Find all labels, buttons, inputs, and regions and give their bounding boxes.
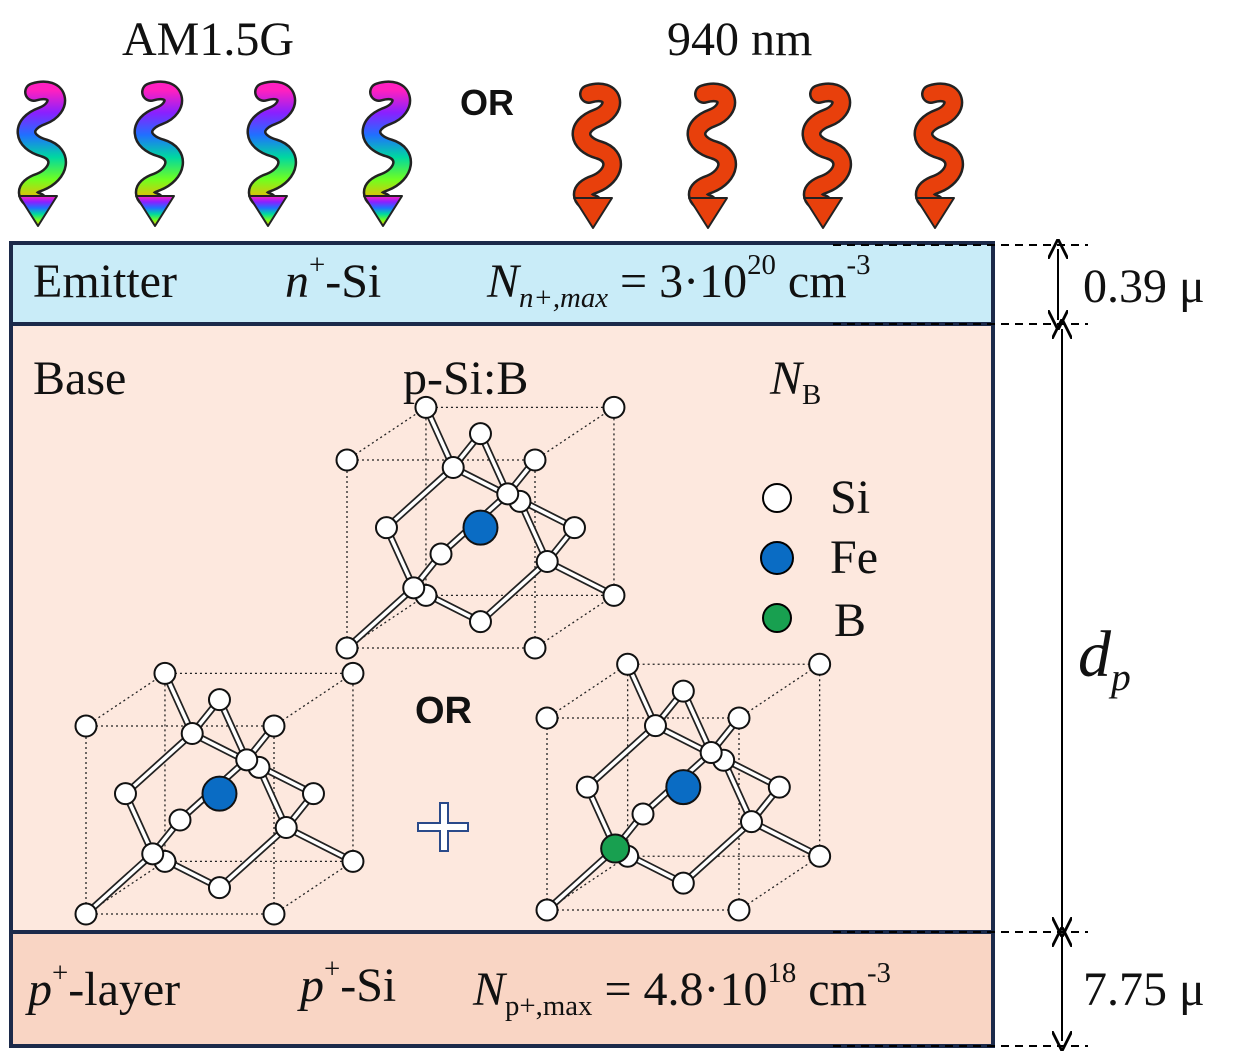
emitter-layer bbox=[9, 241, 995, 326]
base-name: Base bbox=[33, 352, 127, 405]
base-material: p-Si:B bbox=[403, 352, 529, 405]
si-atom bbox=[374, 516, 398, 540]
si-atom bbox=[575, 775, 599, 799]
rainbow-arrow-icon bbox=[361, 80, 412, 227]
si-atom bbox=[301, 782, 325, 806]
si-atom bbox=[602, 583, 626, 607]
fe-atom bbox=[665, 769, 702, 806]
si-atom bbox=[739, 810, 763, 834]
si-atom bbox=[523, 636, 547, 660]
si-atom bbox=[441, 456, 465, 480]
si-atom bbox=[207, 688, 231, 712]
fe-atom bbox=[462, 509, 499, 546]
si-atom bbox=[402, 576, 426, 600]
si-atom bbox=[113, 782, 137, 806]
si-atom bbox=[808, 652, 832, 676]
b-atom bbox=[600, 833, 631, 864]
lattice-fe-interstitial bbox=[335, 395, 626, 660]
emitter-concentration: Nn+,max = 3·1020 cm-3 bbox=[487, 248, 871, 315]
si-atom bbox=[207, 876, 231, 900]
legend-si-label: Si bbox=[830, 471, 871, 524]
player-name: p+-layer bbox=[28, 956, 181, 1016]
si-atom bbox=[153, 661, 177, 685]
si-atom bbox=[74, 902, 98, 926]
si-atom bbox=[262, 714, 286, 738]
si-atom bbox=[671, 871, 695, 895]
si-atom bbox=[602, 395, 626, 419]
si-atom bbox=[414, 395, 438, 419]
rainbow-arrow-icon bbox=[16, 80, 67, 227]
si-atom bbox=[341, 661, 365, 685]
rainbow-arrow-icon bbox=[246, 80, 297, 227]
si-atom bbox=[235, 748, 259, 772]
si-atom bbox=[616, 652, 640, 676]
si-atom bbox=[535, 706, 559, 730]
emitter-material: n+-Si bbox=[285, 248, 382, 308]
si-atom bbox=[335, 636, 359, 660]
si-atom bbox=[727, 706, 751, 730]
si-atom bbox=[671, 679, 695, 703]
red-arrow-icon bbox=[913, 82, 964, 229]
dimension-guides bbox=[833, 244, 1088, 1047]
lattice-or-label: OR bbox=[415, 690, 472, 732]
legend-b-label: B bbox=[834, 594, 867, 647]
fe-atom bbox=[201, 775, 238, 812]
si-atom bbox=[335, 448, 359, 472]
si-atom bbox=[535, 550, 559, 574]
si-atom bbox=[767, 775, 791, 799]
player-material: p+-Si bbox=[300, 952, 397, 1012]
si-atom bbox=[468, 422, 492, 446]
si-atom bbox=[141, 842, 165, 866]
red-arrow-icon bbox=[801, 82, 852, 229]
legend-fe-marker bbox=[760, 541, 794, 575]
si-atom bbox=[168, 808, 192, 832]
si-atom bbox=[262, 902, 286, 926]
si-atom bbox=[808, 844, 832, 868]
player-thickness: 7.75 μ bbox=[1083, 963, 1205, 1016]
nir-arrows bbox=[571, 82, 964, 229]
red-arrow-icon bbox=[571, 82, 622, 229]
base-thickness-label: dp bbox=[1078, 618, 1131, 699]
si-atom bbox=[496, 482, 520, 506]
legend-b-marker bbox=[762, 603, 792, 633]
si-atom bbox=[429, 542, 453, 566]
si-atom bbox=[274, 816, 298, 840]
rainbow-arrow-icon bbox=[133, 80, 184, 227]
am15g-arrows bbox=[16, 80, 412, 227]
si-atom bbox=[727, 898, 751, 922]
player-concentration: Np+,max = 4.8·1018 cm-3 bbox=[473, 956, 891, 1023]
si-atom bbox=[643, 714, 667, 738]
emitter-thickness: 0.39 μ bbox=[1083, 260, 1205, 313]
si-atom bbox=[468, 610, 492, 634]
lattice-fe-b-pair bbox=[535, 652, 832, 922]
si-atom bbox=[535, 898, 559, 922]
si-atom bbox=[341, 849, 365, 873]
emitter-name: Emitter bbox=[33, 255, 177, 308]
am15g-label: AM1.5G bbox=[122, 13, 295, 66]
si-atom bbox=[523, 448, 547, 472]
si-atom bbox=[74, 714, 98, 738]
base-concentration: NB bbox=[770, 352, 822, 412]
legend-si-marker bbox=[762, 483, 792, 513]
player-layer bbox=[9, 930, 995, 1048]
plus-icon bbox=[417, 802, 469, 852]
wavelength-label: 940 nm bbox=[667, 13, 813, 66]
red-arrow-icon bbox=[686, 82, 737, 229]
si-atom bbox=[562, 516, 586, 540]
legend-fe-label: Fe bbox=[830, 531, 878, 584]
si-atom bbox=[180, 722, 204, 746]
illumination-or-label: OR bbox=[460, 82, 514, 123]
lattice-fe-alone bbox=[74, 661, 365, 926]
si-atom bbox=[699, 741, 723, 765]
si-atom bbox=[631, 802, 655, 826]
